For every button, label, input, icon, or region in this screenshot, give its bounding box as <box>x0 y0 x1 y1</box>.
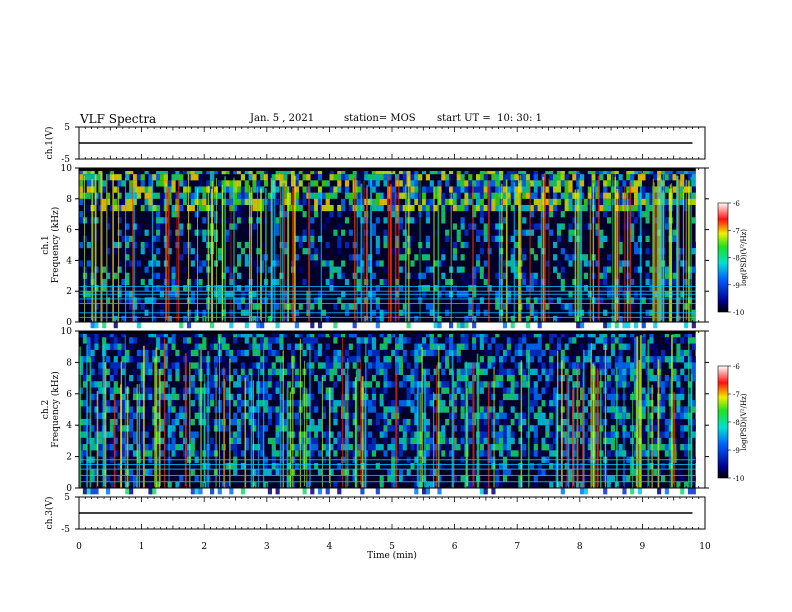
header-start-time: start UT = 10: 30: 1 <box>437 113 543 124</box>
chart-title: VLF Spectra <box>80 112 157 126</box>
colorbar-tick-label: -7 <box>733 227 740 235</box>
header-station: station= MOS <box>344 113 416 124</box>
y-tick-label: 0 <box>66 318 72 328</box>
header-date: Jan. 5 , 2021 <box>250 113 315 124</box>
spectrogram-ch1 <box>79 168 696 329</box>
y-tick-label: 2 <box>66 287 72 297</box>
colorbar-label: log(PSD)(V²/Hz) <box>740 393 748 450</box>
y-axis-channel-label: ch.1 <box>41 235 51 254</box>
x-tick-label: 6 <box>452 542 458 552</box>
y-tick-label: 2 <box>66 453 72 463</box>
y-axis-label: ch.3(V) <box>44 497 55 530</box>
x-tick-label: 7 <box>514 542 520 552</box>
x-tick-label: 9 <box>640 542 646 552</box>
colorbar-tick-label: -6 <box>733 363 740 371</box>
y-axis-label: Frequency (kHz) <box>50 207 61 284</box>
y-axis-channel-label: ch.2 <box>41 400 51 419</box>
y-tick-label: 6 <box>66 226 72 236</box>
x-tick-label: 2 <box>201 542 207 552</box>
colorbar-tick-label: -8 <box>733 419 740 427</box>
colorbar-tick-label: -10 <box>733 309 744 317</box>
colorbar-label: log(PSD)(V²/Hz) <box>740 229 748 286</box>
x-axis-label: Time (min) <box>367 550 417 561</box>
colorbar-tick-label: -6 <box>733 200 740 208</box>
colorbar-tick-label: -9 <box>733 447 740 455</box>
x-tick-label: 4 <box>327 542 333 552</box>
x-tick-label: 3 <box>264 542 270 552</box>
x-tick-label: 1 <box>139 542 145 552</box>
spectrogram-ch2 <box>79 331 696 495</box>
y-tick-label: 10 <box>61 164 73 174</box>
x-tick-label: 10 <box>699 542 711 552</box>
y-tick-label: 4 <box>66 256 72 266</box>
y-tick-label: -5 <box>61 155 70 165</box>
y-tick-label: 10 <box>61 327 73 337</box>
colorbar <box>717 202 729 313</box>
colorbar-tick-label: -10 <box>733 475 744 483</box>
y-tick-label: 4 <box>66 421 72 431</box>
y-tick-label: 8 <box>66 358 72 368</box>
y-tick-label: 0 <box>66 484 72 494</box>
colorbar-tick-label: -7 <box>733 391 740 399</box>
colorbar-tick-label: -8 <box>733 255 740 263</box>
colorbar-tick-label: -9 <box>733 282 740 290</box>
x-tick-label: 5 <box>389 542 395 552</box>
y-tick-label: -5 <box>61 525 70 535</box>
y-tick-label: 8 <box>66 195 72 205</box>
y-axis-label: Frequency (kHz) <box>50 371 61 448</box>
y-axis-label: ch.1(V) <box>44 127 55 160</box>
x-tick-label: 0 <box>76 542 82 552</box>
y-tick-label: 6 <box>66 390 72 400</box>
y-tick-label: 5 <box>64 493 70 503</box>
y-tick-label: 5 <box>64 123 70 133</box>
colorbar <box>717 365 729 479</box>
x-tick-label: 8 <box>577 542 583 552</box>
